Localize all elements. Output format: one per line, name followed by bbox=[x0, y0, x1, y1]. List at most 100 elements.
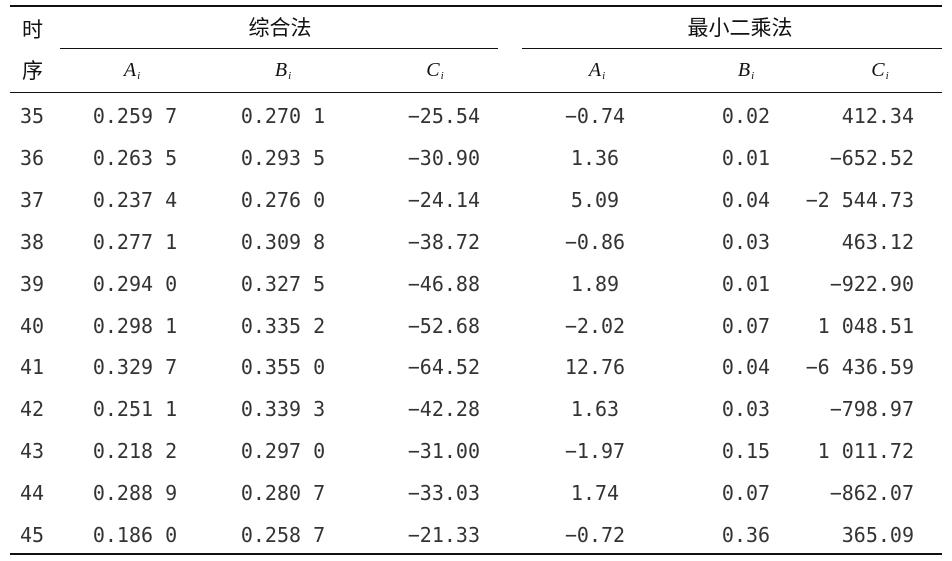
cell-ls-a: −0.86 bbox=[564, 230, 626, 254]
cell-comp-a: 0.294 0 bbox=[92, 272, 178, 296]
cell-time: 40 bbox=[20, 314, 45, 338]
cell-comp-b: 0.297 0 bbox=[240, 439, 326, 463]
cell-comp-c: −21.33 bbox=[407, 523, 480, 547]
cell-ls-b: 0.03 bbox=[721, 397, 771, 421]
time-header-top: 时 bbox=[22, 18, 43, 42]
cell-comp-c: −30.90 bbox=[407, 146, 480, 170]
cell-comp-a: 0.288 9 bbox=[92, 481, 178, 505]
cell-comp-a: 0.277 1 bbox=[92, 230, 178, 254]
cell-comp-a: 0.298 1 bbox=[92, 314, 178, 338]
cell-comp-b: 0.258 7 bbox=[240, 523, 326, 547]
bottom-rule bbox=[10, 553, 942, 555]
cell-time: 43 bbox=[20, 439, 45, 463]
cell-time: 44 bbox=[20, 481, 45, 505]
column-header-var: Ci bbox=[840, 57, 920, 89]
cell-time: 39 bbox=[20, 272, 45, 296]
cell-ls-c: 1 011.72 bbox=[817, 439, 914, 463]
cell-ls-c: −798.97 bbox=[829, 397, 914, 421]
cell-time: 42 bbox=[20, 397, 45, 421]
cell-ls-a: 1.74 bbox=[570, 481, 620, 505]
cell-comp-c: −42.28 bbox=[407, 397, 480, 421]
group-header-least-squares: 最小二乘法 bbox=[687, 16, 793, 40]
column-header-var: Ai bbox=[557, 57, 637, 89]
column-header-letter: A bbox=[123, 59, 137, 81]
cell-ls-b: 0.07 bbox=[721, 481, 771, 505]
column-header-letter: A bbox=[588, 59, 602, 81]
cell-ls-c: −922.90 bbox=[829, 272, 914, 296]
cell-ls-b: 0.01 bbox=[721, 272, 771, 296]
top-rule bbox=[10, 5, 942, 7]
cell-comp-b: 0.339 3 bbox=[240, 397, 326, 421]
column-header-var: Bi bbox=[706, 57, 786, 89]
cell-ls-b: 0.02 bbox=[721, 104, 771, 128]
column-header-subscript: i bbox=[751, 70, 755, 82]
cell-ls-a: −0.72 bbox=[564, 523, 626, 547]
cell-ls-c: 412.34 bbox=[841, 104, 914, 128]
cell-comp-b: 0.355 0 bbox=[240, 355, 326, 379]
cell-ls-c: 365.09 bbox=[841, 523, 914, 547]
cell-ls-b: 0.04 bbox=[721, 355, 771, 379]
cell-ls-a: −1.97 bbox=[564, 439, 626, 463]
cell-time: 45 bbox=[20, 523, 45, 547]
cell-comp-a: 0.251 1 bbox=[92, 397, 178, 421]
cell-ls-a: 5.09 bbox=[570, 188, 620, 212]
cell-ls-b: 0.36 bbox=[721, 523, 771, 547]
cell-time: 38 bbox=[20, 230, 45, 254]
group1-underline bbox=[60, 48, 498, 49]
cell-comp-c: −25.54 bbox=[407, 104, 480, 128]
cell-ls-b: 0.04 bbox=[721, 188, 771, 212]
cell-comp-b: 0.293 5 bbox=[240, 146, 326, 170]
column-header-var: Ai bbox=[92, 57, 172, 89]
cell-comp-b: 0.309 8 bbox=[240, 230, 326, 254]
group2-underline bbox=[522, 48, 942, 49]
cell-ls-a: 1.89 bbox=[570, 272, 620, 296]
cell-ls-c: 1 048.51 bbox=[817, 314, 914, 338]
cell-ls-b: 0.01 bbox=[721, 146, 771, 170]
cell-ls-a: 12.76 bbox=[564, 355, 626, 379]
cell-comp-c: −46.88 bbox=[407, 272, 480, 296]
column-header-subscript: i bbox=[885, 70, 889, 82]
column-header-subscript: i bbox=[602, 70, 606, 82]
cell-comp-c: −64.52 bbox=[407, 355, 480, 379]
cell-time: 37 bbox=[20, 188, 45, 212]
header-rule bbox=[10, 92, 942, 93]
column-header-letter: B bbox=[737, 59, 751, 81]
cell-comp-c: −52.68 bbox=[407, 314, 480, 338]
column-header-subscript: i bbox=[137, 70, 141, 82]
cell-comp-a: 0.263 5 bbox=[92, 146, 178, 170]
cell-ls-c: −2 544.73 bbox=[805, 188, 914, 212]
cell-time: 35 bbox=[20, 104, 45, 128]
cell-comp-c: −33.03 bbox=[407, 481, 480, 505]
cell-comp-b: 0.327 5 bbox=[240, 272, 326, 296]
cell-comp-a: 0.259 7 bbox=[92, 104, 178, 128]
cell-ls-a: 1.36 bbox=[570, 146, 620, 170]
cell-comp-b: 0.280 7 bbox=[240, 481, 326, 505]
cell-ls-a: −2.02 bbox=[564, 314, 626, 338]
cell-comp-a: 0.237 4 bbox=[92, 188, 178, 212]
cell-comp-b: 0.270 1 bbox=[240, 104, 326, 128]
cell-comp-a: 0.186 0 bbox=[92, 523, 178, 547]
column-header-subscript: i bbox=[440, 70, 444, 82]
cell-comp-c: −31.00 bbox=[407, 439, 480, 463]
cell-time: 41 bbox=[20, 355, 45, 379]
cell-comp-b: 0.335 2 bbox=[240, 314, 326, 338]
column-header-var: Bi bbox=[243, 57, 323, 89]
cell-ls-a: −0.74 bbox=[564, 104, 626, 128]
cell-ls-c: 463.12 bbox=[841, 230, 914, 254]
cell-ls-c: −862.07 bbox=[829, 481, 914, 505]
cell-ls-b: 0.03 bbox=[721, 230, 771, 254]
cell-ls-b: 0.15 bbox=[721, 439, 771, 463]
column-header-letter: B bbox=[274, 59, 288, 81]
cell-comp-a: 0.218 2 bbox=[92, 439, 178, 463]
column-header-letter: C bbox=[426, 59, 440, 81]
cell-ls-b: 0.07 bbox=[721, 314, 771, 338]
group-header-composite-method: 综合法 bbox=[248, 16, 312, 40]
column-header-letter: C bbox=[871, 59, 885, 81]
cell-ls-a: 1.63 bbox=[570, 397, 620, 421]
cell-comp-a: 0.329 7 bbox=[92, 355, 178, 379]
cell-ls-c: −6 436.59 bbox=[805, 355, 914, 379]
time-header-bottom: 序 bbox=[22, 59, 43, 83]
cell-time: 36 bbox=[20, 146, 45, 170]
column-header-subscript: i bbox=[288, 70, 292, 82]
cell-comp-b: 0.276 0 bbox=[240, 188, 326, 212]
